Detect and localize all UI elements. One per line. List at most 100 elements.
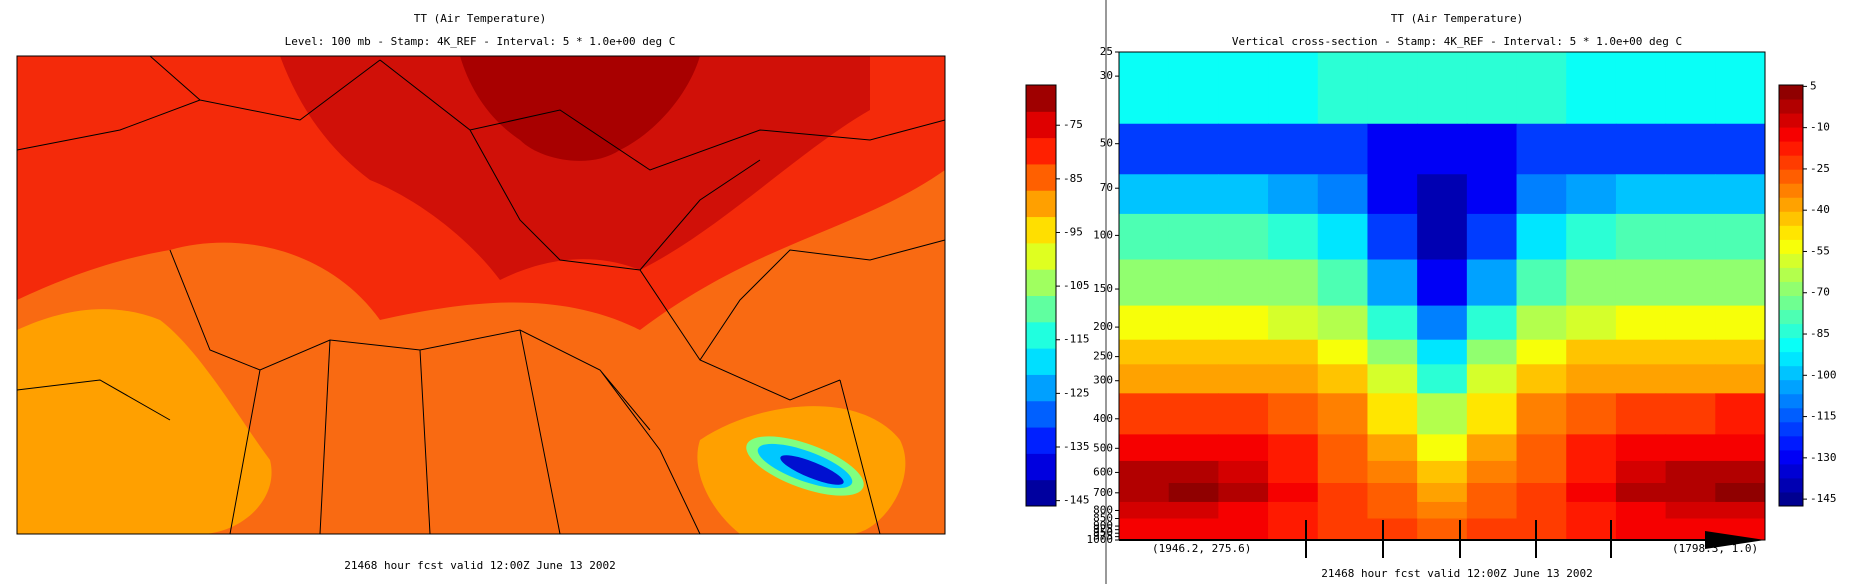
heat-cell [1417,483,1468,503]
heat-cell [1566,434,1617,462]
y-tick-label: 975 [1093,530,1113,543]
heat-cell [1417,460,1468,484]
heat-cell [1367,305,1418,341]
colorbar-band [1026,427,1056,454]
heat-cell [1715,501,1766,520]
x-endpoint-label: (1946.2, 275.6) [1152,542,1251,555]
heat-cell [1119,483,1170,503]
heat-cell [1615,259,1667,307]
map-region [460,56,700,161]
colorbar-tick-label: -130 [1810,451,1837,464]
colorbar-tick-label: -85 [1810,327,1830,340]
heat-cell [1566,52,1617,125]
colorbar-tick-label: 5 [1810,79,1817,92]
heat-cell [1218,483,1269,503]
map-cold-spot [780,455,844,485]
heat-cell [1566,213,1617,261]
heat-cell [1168,259,1219,307]
heat-cell [1417,434,1468,462]
heat-cell [1466,339,1518,365]
map-borders [16,55,946,535]
colorbar-band [1779,351,1803,367]
heat-cell [1516,213,1567,261]
heat-cell [1566,123,1617,175]
colorbar-band [1779,239,1803,254]
heat-cell [1615,364,1667,394]
colorbar-tick-label: -135 [1063,440,1090,453]
heat-cell [1317,364,1368,394]
heat-cell [1516,393,1567,435]
heat-cell [1268,364,1319,394]
colorbar-band [1779,127,1803,142]
heat-cell [1317,518,1368,541]
heat-cell [1417,174,1468,215]
chart-title: TT (Air Temperature) [414,12,546,25]
heat-cell [1566,339,1617,365]
colorbar-band [1779,211,1803,226]
heat-cell [1268,518,1319,541]
colorbar-band [1026,321,1056,349]
heat-cell [1665,434,1716,462]
colorbar-band [1026,295,1056,323]
heat-cell [1367,483,1418,503]
heat-cell [1218,174,1269,215]
chart-subtitle: Vertical cross-section - Stamp: 4K_REF -… [1232,35,1682,48]
colorbar-frame [1025,84,1057,507]
y-tick-label: 900 [1093,519,1113,532]
heat-cell [1665,393,1716,435]
heat-cell [1119,434,1170,462]
colorbar-band [1026,400,1056,428]
colorbar-tick-label: -100 [1810,368,1837,381]
y-tick-label: 30 [1100,69,1113,82]
colorbar-tick-label: -70 [1810,286,1830,299]
heat-cell [1119,393,1170,435]
heat-cell [1168,339,1219,365]
heat-cell [1516,123,1567,175]
heat-cell [1168,460,1219,484]
heat-cell [1665,52,1716,125]
heat-cell [1715,213,1766,261]
colorbar-band [1779,267,1803,282]
heat-cell [1317,393,1368,435]
y-tick-label: 100 [1093,228,1113,241]
heat-cell [1615,213,1667,261]
y-tick-label: 800 [1093,503,1113,516]
heat-cell [1317,123,1368,175]
colorbar-band [1026,85,1056,112]
heat-cell [1268,52,1319,125]
heat-cell [1566,364,1617,394]
colorbar-band [1026,453,1056,481]
colorbar-band [1026,137,1056,165]
heat-cell [1168,364,1219,394]
heat-cell [1218,259,1269,307]
y-tick-label: 500 [1093,441,1113,454]
heat-cell [1466,460,1518,484]
heat-cell [1268,259,1319,307]
colorbar-tick-label: -55 [1810,244,1830,257]
heat-cell [1566,174,1617,215]
heat-cell [1168,501,1219,520]
colorbar-tick-label: -25 [1810,162,1830,175]
heat-cell [1665,123,1716,175]
colorbar-tick-label: -115 [1810,410,1837,423]
colorbar-tick-label: -10 [1810,121,1830,134]
colorbar-band [1026,190,1056,218]
colorbar-frame [1778,84,1804,507]
heat-cell [1268,213,1319,261]
y-tick-label: 850 [1093,512,1113,525]
colorbar-band [1779,183,1803,198]
colorbar-band [1026,374,1056,402]
heat-cell [1665,174,1716,215]
heat-cell [1566,483,1617,503]
chart-footer: 21468 hour fcst valid 12:00Z June 13 200… [1321,567,1593,580]
heat-cell [1566,501,1617,520]
heat-cell [1218,434,1269,462]
heat-cell [1268,483,1319,503]
colorbar-band [1779,113,1803,128]
heat-cell [1268,123,1319,175]
y-tick-label: 25 [1100,45,1113,58]
heat-cell [1168,518,1219,541]
colorbar-band [1026,163,1056,191]
heat-cell [1268,501,1319,520]
colorbar-band [1779,99,1803,114]
